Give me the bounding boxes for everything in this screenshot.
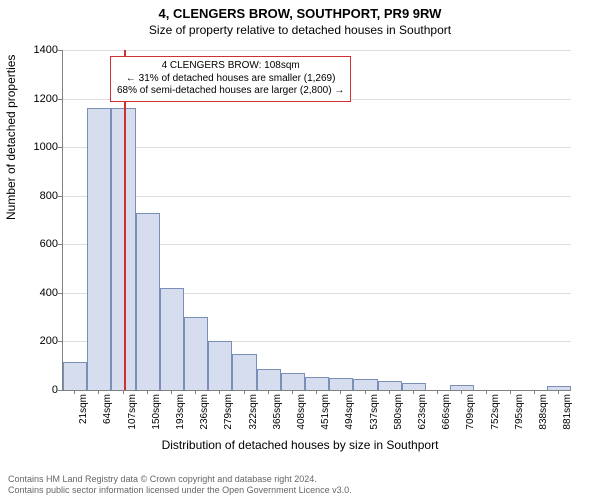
annotation-line-3: 68% of semi-detached houses are larger (…: [117, 85, 344, 98]
y-tick-mark: [58, 244, 62, 245]
chart-subtitle: Size of property relative to detached ho…: [0, 21, 600, 37]
x-tick-mark: [437, 390, 438, 394]
x-tick-mark: [389, 390, 390, 394]
y-tick-mark: [58, 50, 62, 51]
y-tick-label: 800: [18, 190, 58, 202]
x-tick-label: 881sqm: [562, 394, 573, 430]
footnote-line-2: Contains public sector information licen…: [8, 485, 592, 496]
annotation-box: 4 CLENGERS BROW: 108sqm← 31% of detached…: [110, 56, 351, 102]
histogram-bar: [87, 108, 111, 390]
histogram-bar: [329, 378, 353, 390]
x-tick-mark: [534, 390, 535, 394]
x-tick-mark: [244, 390, 245, 394]
x-tick-mark: [340, 390, 341, 394]
histogram-bar: [160, 288, 184, 390]
x-tick-mark: [74, 390, 75, 394]
histogram-bar: [184, 317, 208, 390]
x-tick-label: 107sqm: [127, 394, 138, 430]
histogram-bar: [378, 381, 402, 390]
x-axis-label: Distribution of detached houses by size …: [0, 438, 600, 452]
x-tick-mark: [558, 390, 559, 394]
x-tick-label: 64sqm: [102, 394, 113, 424]
histogram-bar: [63, 362, 87, 390]
x-tick-label: 408sqm: [296, 394, 307, 430]
y-tick-label: 400: [18, 287, 58, 299]
x-tick-mark: [365, 390, 366, 394]
x-tick-label: 322sqm: [248, 394, 259, 430]
y-tick-label: 1000: [18, 141, 58, 153]
y-tick-mark: [58, 293, 62, 294]
x-tick-mark: [268, 390, 269, 394]
chart-title: 4, CLENGERS BROW, SOUTHPORT, PR9 9RW: [0, 0, 600, 21]
y-tick-label: 600: [18, 238, 58, 250]
x-tick-label: 580sqm: [393, 394, 404, 430]
histogram-bar: [208, 341, 232, 390]
gridline: [63, 196, 571, 197]
x-tick-mark: [123, 390, 124, 394]
x-tick-label: 236sqm: [199, 394, 210, 430]
y-tick-mark: [58, 99, 62, 100]
x-tick-mark: [147, 390, 148, 394]
x-tick-mark: [195, 390, 196, 394]
gridline: [63, 147, 571, 148]
y-axis-label: Number of detached properties: [4, 55, 18, 220]
x-tick-mark: [413, 390, 414, 394]
x-tick-mark: [510, 390, 511, 394]
x-tick-label: 279sqm: [223, 394, 234, 430]
x-tick-label: 150sqm: [151, 394, 162, 430]
x-tick-label: 838sqm: [538, 394, 549, 430]
y-tick-mark: [58, 390, 62, 391]
y-tick-mark: [58, 147, 62, 148]
x-tick-mark: [486, 390, 487, 394]
y-tick-mark: [58, 341, 62, 342]
x-tick-mark: [98, 390, 99, 394]
footnote: Contains HM Land Registry data © Crown c…: [8, 474, 592, 496]
x-tick-label: 795sqm: [514, 394, 525, 430]
annotation-line-2: ← 31% of detached houses are smaller (1,…: [117, 73, 344, 86]
histogram-bar: [353, 379, 377, 390]
x-tick-label: 537sqm: [369, 394, 380, 430]
x-tick-mark: [316, 390, 317, 394]
histogram-bar: [402, 383, 426, 390]
annotation-line-1: 4 CLENGERS BROW: 108sqm: [117, 60, 344, 73]
x-tick-label: 494sqm: [344, 394, 355, 430]
x-tick-label: 451sqm: [320, 394, 331, 430]
x-tick-label: 752sqm: [490, 394, 501, 430]
x-tick-mark: [219, 390, 220, 394]
histogram-bar: [257, 369, 281, 390]
x-tick-label: 21sqm: [78, 394, 89, 424]
x-tick-mark: [292, 390, 293, 394]
x-tick-label: 709sqm: [465, 394, 476, 430]
x-tick-label: 666sqm: [441, 394, 452, 430]
histogram-bar: [305, 377, 329, 390]
y-tick-label: 200: [18, 335, 58, 347]
footnote-line-1: Contains HM Land Registry data © Crown c…: [8, 474, 592, 485]
histogram-bar: [232, 354, 256, 390]
x-tick-label: 193sqm: [175, 394, 186, 430]
y-tick-label: 1200: [18, 93, 58, 105]
y-tick-label: 1400: [18, 44, 58, 56]
histogram-bar: [281, 373, 305, 390]
histogram-bar: [547, 386, 571, 390]
histogram-bar: [136, 213, 160, 390]
x-tick-mark: [171, 390, 172, 394]
y-tick-mark: [58, 196, 62, 197]
gridline: [63, 50, 571, 51]
y-tick-label: 0: [18, 384, 58, 396]
x-tick-mark: [461, 390, 462, 394]
x-tick-label: 365sqm: [272, 394, 283, 430]
chart-container: { "chart": { "type": "histogram", "title…: [0, 0, 600, 500]
x-tick-label: 623sqm: [417, 394, 428, 430]
